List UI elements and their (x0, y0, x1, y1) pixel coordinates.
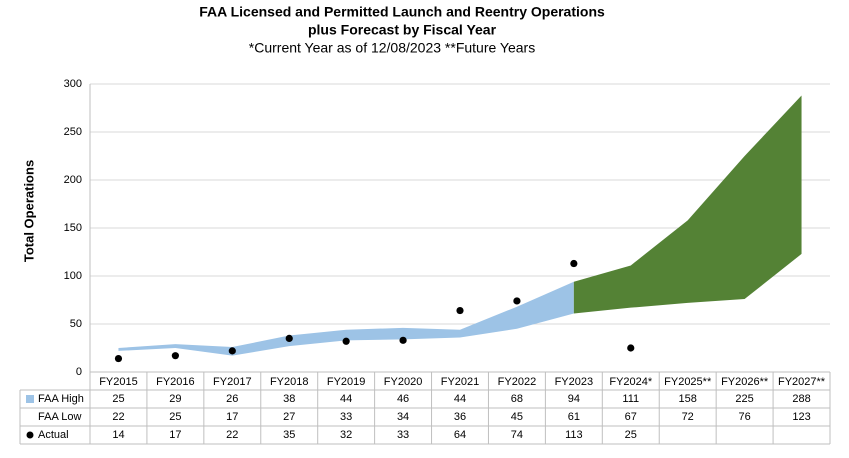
x-tick-label: FY2018 (270, 376, 309, 388)
table-value: 46 (397, 393, 409, 405)
table-value: 68 (511, 393, 523, 405)
chart-subtitle: plus Forecast by Fiscal Year (308, 22, 497, 38)
table-value: 158 (679, 393, 697, 405)
actual-point (399, 336, 407, 344)
table-value: 72 (682, 411, 694, 423)
table-value: 44 (340, 393, 352, 405)
table-value: 44 (454, 393, 466, 405)
table-value: 225 (735, 393, 753, 405)
chart-title: FAA Licensed and Permitted Launch and Re… (199, 4, 605, 20)
table-value: 25 (169, 411, 181, 423)
x-tick-label: FY2017 (213, 376, 252, 388)
table-value: 64 (454, 429, 466, 441)
table-value: 27 (283, 411, 295, 423)
x-tick-label: FY2021 (441, 376, 480, 388)
actual-point (114, 354, 123, 363)
x-tick-label: FY2022 (498, 376, 537, 388)
actual-point (456, 306, 464, 315)
actual-point (228, 347, 236, 355)
table-value: 33 (340, 411, 352, 423)
table-value: 32 (340, 429, 352, 441)
table-value: 111 (622, 393, 639, 405)
x-tick-label: FY2025** (664, 376, 712, 388)
chart-note: *Current Year as of 12/08/2023 **Future … (249, 40, 535, 56)
x-tick-label: FY2016 (156, 376, 195, 388)
table-value: 61 (568, 411, 580, 423)
table-value: 34 (397, 411, 409, 423)
actual-point (342, 337, 350, 345)
actual-point (513, 297, 521, 305)
x-tick-label: FY2015 (99, 376, 138, 388)
legend-label: FAA Low (38, 411, 81, 423)
table-value: 17 (226, 411, 238, 423)
x-tick-label: FY2024* (609, 376, 653, 388)
y-tick-label: 200 (64, 174, 82, 186)
y-axis-label: Total Operations (21, 160, 36, 262)
table-value: 123 (792, 411, 810, 423)
legend-swatch (26, 395, 34, 403)
legend-label: Actual (38, 429, 69, 441)
table-value: 22 (112, 411, 124, 423)
actual-point (570, 259, 578, 268)
y-tick-label: 0 (76, 366, 82, 378)
table-value: 14 (112, 429, 124, 441)
table-value: 17 (169, 429, 181, 441)
table-value: 26 (226, 393, 238, 405)
actual-point (285, 334, 293, 342)
table-value: 29 (169, 393, 181, 405)
x-tick-label: FY2023 (555, 376, 594, 388)
table-value: 33 (397, 429, 409, 441)
x-tick-label: FY2019 (327, 376, 366, 388)
table-value: 74 (511, 429, 523, 441)
x-tick-label: FY2020 (384, 376, 423, 388)
table-value: 288 (792, 393, 810, 405)
actual-point (627, 344, 635, 352)
table-value: 35 (283, 429, 295, 441)
table-value: 25 (625, 429, 637, 441)
table-value: 76 (738, 411, 750, 423)
range-band (118, 281, 574, 356)
y-tick-label: 300 (64, 78, 82, 90)
table-value: 113 (565, 429, 583, 441)
table-value: 45 (511, 411, 523, 423)
x-tick-label: FY2026** (721, 376, 769, 388)
legend-label: FAA High (38, 393, 84, 405)
table-value: 38 (283, 393, 295, 405)
x-tick-label: FY2027** (778, 376, 826, 388)
table-value: 22 (226, 429, 238, 441)
table-value: 36 (454, 411, 466, 423)
y-tick-label: 50 (70, 318, 82, 330)
y-tick-label: 100 (64, 270, 82, 282)
legend-marker (26, 431, 34, 439)
table-value: 25 (112, 393, 124, 405)
actual-point (171, 352, 179, 360)
y-tick-label: 250 (64, 126, 82, 138)
table-value: 67 (625, 411, 637, 423)
range-band (573, 95, 802, 314)
y-tick-label: 150 (64, 222, 82, 234)
table-value: 94 (568, 393, 580, 405)
